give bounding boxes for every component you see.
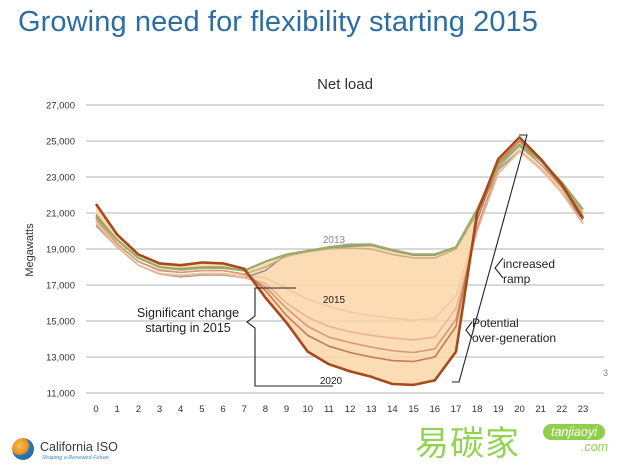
watermark: 易碳家 tanjiaoyi .com — [415, 416, 630, 464]
chart-title: Net load — [317, 76, 373, 93]
x-tick-label: 6 — [220, 404, 225, 415]
watermark-tld: .com — [581, 440, 609, 454]
x-tick-label: 17 — [451, 404, 462, 415]
y-tick-label: 21,000 — [46, 209, 75, 220]
annotation-significant-change: Significant change — [137, 306, 239, 320]
x-tick-label: 22 — [557, 404, 568, 415]
x-tick-label: 19 — [493, 404, 504, 415]
annotation-significant-change: starting in 2015 — [145, 321, 231, 335]
x-tick-label: 11 — [324, 404, 334, 415]
x-tick-label: 9 — [284, 404, 289, 415]
x-tick-label: 5 — [199, 404, 204, 415]
y-tick-label: 11,000 — [47, 389, 75, 400]
x-tick-labels: 0 1 2 3 4 5 6 7 8 9 10 11 12 13 14 15 16 17 18 19 20 21 22 23 — [93, 404, 588, 415]
y-tick-label: 19,000 — [46, 245, 75, 256]
logo-name: California ISO — [40, 440, 118, 454]
x-tick-label: 10 — [302, 404, 313, 415]
x-tick-label: 21 — [535, 404, 546, 415]
x-tick-label: 12 — [345, 404, 356, 415]
cal-iso-logo-icon — [12, 438, 34, 460]
x-tick-label: 3 — [157, 404, 162, 415]
y-tick-label: 27,000 — [46, 101, 75, 112]
series-line-2013 — [95, 143, 584, 272]
significant-change-bracket — [246, 287, 333, 387]
y-tick-label: 17,000 — [46, 281, 75, 292]
series-label-2013: 2013 — [323, 235, 346, 246]
series-line-2020 — [94, 136, 585, 387]
x-tick-label: 4 — [178, 404, 183, 415]
y-tick-label: 25,000 — [46, 137, 75, 148]
page-number: 3 — [603, 368, 609, 378]
logo-tagline: Shaping a Renewed Future — [42, 455, 109, 461]
annotation-increased-ramp: increased — [503, 257, 555, 271]
y-tick-labels: 11,000 13,000 15,000 17,000 19,000 21,000 23,0… — [46, 101, 75, 400]
x-tick-label: 18 — [472, 404, 483, 415]
watermark-chinese: 易碳家 — [415, 424, 520, 464]
y-tick-label: 13,000 — [46, 353, 75, 364]
annotation-over-generation: over-generation — [472, 331, 556, 345]
x-tick-label: 20 — [514, 404, 525, 415]
ramp-bracket — [452, 134, 528, 383]
series-label-2020: 2020 — [320, 376, 343, 387]
slide-title: Growing need for flexibility starting 20… — [18, 6, 539, 38]
y-tick-label: 23,000 — [46, 173, 75, 184]
x-tick-label: 0 — [93, 404, 98, 415]
series-lines — [94, 136, 585, 387]
annotation-increased-ramp: ramp — [503, 272, 531, 286]
x-tick-label: 1 — [115, 404, 120, 415]
cal-iso-logo: California ISO Shaping a Renewed Future — [12, 438, 172, 464]
x-tick-label: 14 — [387, 404, 398, 415]
annotation-over-generation: Potential — [472, 316, 519, 330]
y-axis-label: Megawatts — [24, 223, 36, 277]
series-line-trace-4 — [95, 143, 584, 354]
y-tick-label: 15,000 — [46, 317, 75, 328]
series-line-trace-3 — [95, 149, 584, 341]
x-tick-label: 23 — [578, 404, 589, 415]
over-generation-pointer — [465, 321, 473, 339]
x-tick-label: 15 — [408, 404, 419, 415]
x-tick-label: 16 — [429, 404, 440, 415]
shaded-net-load-region — [96, 137, 583, 385]
shaded-region — [96, 137, 583, 385]
series-labels: 2013 2015 2020 — [320, 235, 346, 387]
ramp-pointer — [494, 257, 504, 279]
watermark-domain: tanjiaoyi — [543, 424, 605, 440]
x-tick-label: 13 — [366, 404, 377, 415]
x-tick-label: 7 — [242, 404, 247, 415]
x-tick-label: 8 — [263, 404, 268, 415]
x-tick-label: 2 — [136, 404, 141, 415]
series-label-2015: 2015 — [323, 295, 346, 306]
